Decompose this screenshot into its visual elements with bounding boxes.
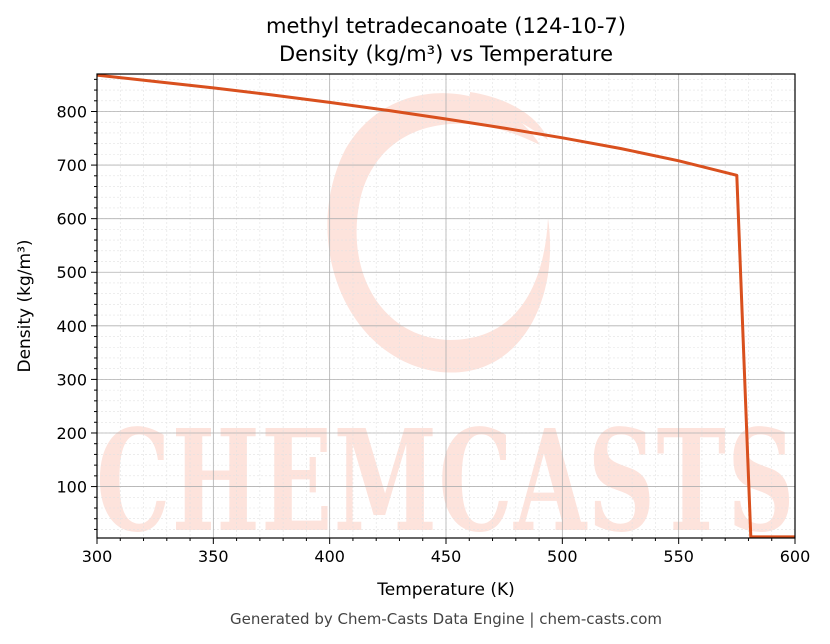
series-layer (96, 73, 795, 539)
x-tick-label: 400 (314, 547, 345, 566)
chart-title: methyl tetradecanoate (124-10-7) (266, 14, 626, 38)
chemcasts-swirl-logo-icon (327, 92, 551, 373)
y-tick-label: 600 (56, 210, 87, 229)
y-tick-label: 400 (56, 317, 87, 336)
y-tick-label: 800 (56, 103, 87, 122)
y-axis-label: Density (kg/m³) (15, 239, 35, 372)
y-tick-label: 700 (56, 156, 87, 175)
y-tick-label: 200 (56, 424, 87, 443)
x-tick-label: 600 (780, 547, 811, 566)
x-tick-label: 500 (547, 547, 578, 566)
watermark-text: CHEMCASTS (96, 400, 796, 564)
axis-ticks: 300 350 400 450 500 550 600 100 200 300 400 500 600 7… (56, 78, 811, 566)
y-tick-label: 100 (56, 478, 87, 497)
x-tick-label: 450 (431, 547, 462, 566)
chart-subtitle: Density (kg/m³) vs Temperature (279, 42, 613, 66)
y-tick-label: 300 (56, 370, 87, 389)
y-tick-label: 500 (56, 263, 87, 282)
density-series-line (96, 73, 795, 539)
footer-credit: Generated by Chem-Casts Data Engine | ch… (230, 610, 662, 628)
x-tick-label: 300 (82, 547, 113, 566)
x-tick-label: 350 (198, 547, 229, 566)
x-tick-label: 550 (663, 547, 694, 566)
chemcasts-watermark: CHEMCASTS (96, 92, 796, 564)
x-axis-label: Temperature (K) (376, 580, 515, 600)
